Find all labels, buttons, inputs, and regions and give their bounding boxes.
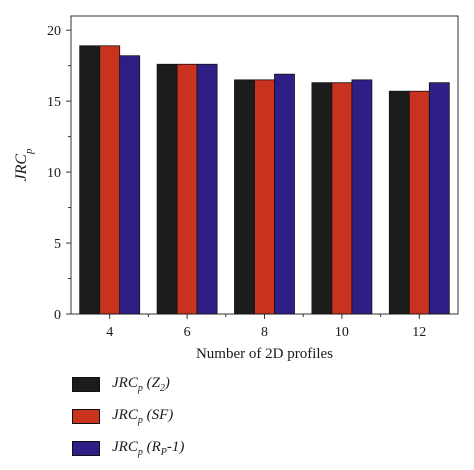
bar-12-series-1 — [388, 90, 410, 315]
legend-label: JRCp (SF) — [112, 406, 174, 426]
x-tick-label: 10 — [335, 325, 349, 340]
legend-swatch — [72, 440, 100, 456]
legend-swatch — [72, 408, 100, 424]
x-tick-label: 4 — [106, 325, 113, 340]
bar-8-series-2 — [254, 79, 275, 315]
legend: JRCp (Z2) JRCp (SF) JRCp (RP-1) — [72, 372, 184, 468]
bar-6-series-1 — [156, 63, 178, 315]
bar-6-series-2 — [176, 63, 198, 315]
bar-4-series-2 — [99, 45, 121, 315]
plot-area: 4 6 8 10 12 0 5 10 15 20 Number of 2D profiles JRCp — [13, 15, 459, 362]
legend-item-3: JRCp (RP-1) — [72, 436, 184, 460]
bar-10-series-1 — [311, 82, 333, 315]
bar-4-series-1 — [79, 45, 101, 315]
bar-8-series-3 — [274, 73, 295, 315]
bar-10-series-2 — [331, 82, 353, 315]
x-axis-label: Number of 2D profiles — [196, 346, 333, 362]
y-tick-label: 0 — [54, 308, 61, 323]
bar-6-series-3 — [196, 63, 218, 315]
bar-12-series-2 — [408, 90, 430, 315]
x-tick-label: 8 — [261, 325, 268, 340]
bar-chart: 4 6 8 10 12 0 5 10 15 20 Number of 2D profiles JRCp — [13, 15, 459, 362]
bar-4-series-3 — [119, 55, 141, 315]
bar-10-series-3 — [351, 79, 373, 315]
legend-item-2: JRCp (SF) — [72, 404, 184, 428]
x-tick-label: 12 — [412, 325, 426, 340]
bar-8-series-1 — [234, 79, 255, 315]
legend-swatch — [72, 376, 100, 392]
legend-item-1: JRCp (Z2) — [72, 372, 184, 396]
x-tick-label: 6 — [184, 325, 191, 340]
legend-label: JRCp (RP-1) — [112, 438, 185, 458]
y-tick-label: 20 — [47, 24, 61, 39]
y-tick-label: 10 — [47, 166, 61, 181]
bar-12-series-3 — [428, 82, 450, 315]
y-tick-label: 5 — [54, 237, 61, 252]
legend-label: JRCp (Z2) — [112, 374, 170, 394]
y-axis-label: JRCp — [13, 148, 35, 182]
y-tick-label: 15 — [47, 95, 61, 110]
